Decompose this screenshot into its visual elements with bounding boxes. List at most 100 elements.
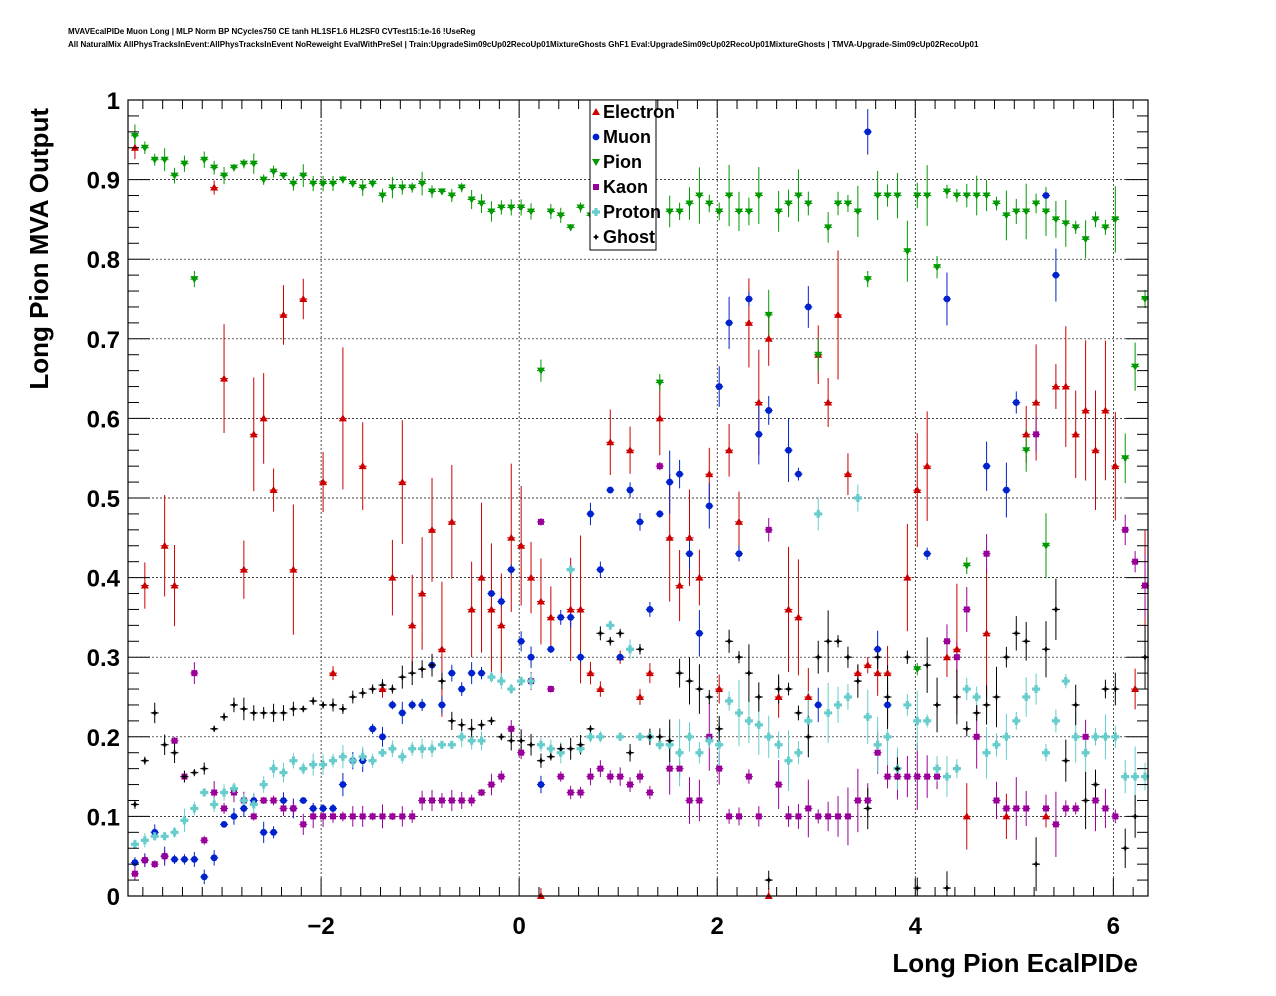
proton-point bbox=[586, 732, 595, 741]
ghost-point bbox=[429, 662, 435, 668]
kaon-point bbox=[716, 765, 723, 772]
pion-point bbox=[764, 311, 773, 319]
pion-point bbox=[556, 212, 565, 220]
pion-point bbox=[1101, 224, 1110, 232]
electron-point bbox=[527, 573, 536, 581]
ghost-point bbox=[726, 638, 732, 644]
tick-layer: −2 0 2 4 6 0 0.1 0.2 0.3 0.4 0.5 0.6 0.7 0.8 0.9 1 bbox=[87, 88, 1148, 940]
pion-point bbox=[1131, 363, 1140, 371]
muon-point bbox=[695, 629, 703, 637]
electron-point bbox=[378, 685, 387, 693]
pion-point bbox=[299, 172, 308, 180]
kaon-point bbox=[201, 837, 208, 844]
kaon-point bbox=[399, 813, 406, 820]
electron-point bbox=[774, 693, 783, 700]
legend-label-ghost: Ghost bbox=[603, 227, 655, 247]
muon-point bbox=[785, 446, 792, 454]
ghost-point bbox=[489, 718, 494, 724]
ghost-point bbox=[964, 726, 970, 732]
legend-label-proton: Proton bbox=[603, 202, 661, 222]
kaon-point bbox=[894, 773, 901, 780]
muon-point bbox=[507, 566, 515, 574]
y-tick-label-10: 1 bbox=[107, 88, 120, 115]
proton-point bbox=[1012, 716, 1021, 725]
pion-point bbox=[873, 192, 882, 200]
electron-point bbox=[903, 573, 912, 581]
kaon-point bbox=[607, 773, 614, 780]
ghost-point bbox=[152, 710, 158, 716]
electron-point bbox=[140, 581, 149, 589]
proton-point bbox=[259, 780, 268, 789]
ghost-point bbox=[1093, 782, 1098, 787]
proton-point bbox=[1051, 716, 1060, 725]
kaon-point bbox=[409, 813, 416, 820]
pion-point bbox=[150, 156, 159, 164]
muon-point bbox=[488, 590, 495, 597]
electron-point bbox=[269, 486, 278, 494]
pion-point bbox=[754, 192, 763, 200]
pion-point bbox=[853, 208, 862, 216]
muon-point bbox=[874, 645, 882, 653]
muon-point bbox=[745, 295, 753, 303]
proton-point bbox=[1061, 677, 1070, 686]
kaon-point bbox=[537, 518, 544, 525]
proton-point bbox=[853, 494, 862, 502]
ghost-point bbox=[1063, 758, 1069, 764]
proton-point bbox=[130, 840, 139, 849]
pion-point bbox=[220, 172, 229, 180]
ghost-point bbox=[657, 734, 663, 740]
ghost-point bbox=[1083, 798, 1089, 803]
ghost-point bbox=[696, 686, 702, 692]
muon-point bbox=[705, 502, 713, 510]
pion-point bbox=[685, 200, 694, 208]
pion-point bbox=[319, 180, 328, 188]
proton-point bbox=[170, 828, 179, 837]
muon-point bbox=[606, 486, 614, 494]
kaon-point bbox=[419, 797, 426, 804]
pion-point bbox=[992, 200, 1001, 208]
ghost-point bbox=[1033, 861, 1039, 867]
ghost-point bbox=[994, 694, 999, 700]
muon-point bbox=[210, 854, 218, 862]
proton-point bbox=[834, 700, 843, 709]
proton-point bbox=[685, 732, 694, 741]
kaon-point bbox=[191, 670, 198, 677]
kaon-point bbox=[1023, 805, 1030, 812]
ghost-point bbox=[439, 678, 445, 684]
legend-marker-muon bbox=[592, 133, 600, 141]
muon-point bbox=[369, 725, 377, 733]
proton-point bbox=[328, 756, 337, 765]
kaon-point bbox=[646, 789, 653, 796]
pion-point bbox=[1022, 208, 1031, 216]
header-line-1: MVAVEcalPIDe Muon Long | MLP Norm BP NCy… bbox=[68, 27, 476, 36]
muon-point bbox=[190, 855, 198, 863]
proton-point bbox=[408, 744, 417, 753]
electron-point bbox=[1071, 430, 1080, 438]
ghost-point bbox=[1053, 607, 1059, 612]
ghost-point bbox=[241, 706, 247, 712]
muon-point bbox=[1042, 192, 1050, 199]
y-tick-label-4: 0.4 bbox=[87, 566, 121, 593]
ghost-point bbox=[825, 638, 831, 644]
kaon-point bbox=[805, 805, 812, 812]
kaon-point bbox=[636, 773, 643, 780]
muon-point bbox=[398, 709, 406, 717]
muon-point bbox=[468, 669, 476, 677]
kaon-point bbox=[1102, 805, 1109, 812]
kaon-point bbox=[131, 870, 138, 877]
pion-point bbox=[368, 180, 377, 188]
pion-point bbox=[804, 200, 813, 208]
pion-point bbox=[705, 200, 714, 208]
pion-point bbox=[210, 164, 219, 172]
ghost-point bbox=[221, 714, 227, 720]
electron-point bbox=[834, 310, 843, 318]
proton-point bbox=[1032, 685, 1041, 694]
kaon-point bbox=[379, 813, 386, 820]
ghost-point bbox=[508, 738, 514, 744]
muon-point bbox=[626, 486, 634, 494]
proton-point bbox=[1002, 732, 1011, 741]
pion-point bbox=[824, 224, 833, 232]
proton-point bbox=[517, 677, 526, 686]
proton-point bbox=[735, 708, 744, 717]
